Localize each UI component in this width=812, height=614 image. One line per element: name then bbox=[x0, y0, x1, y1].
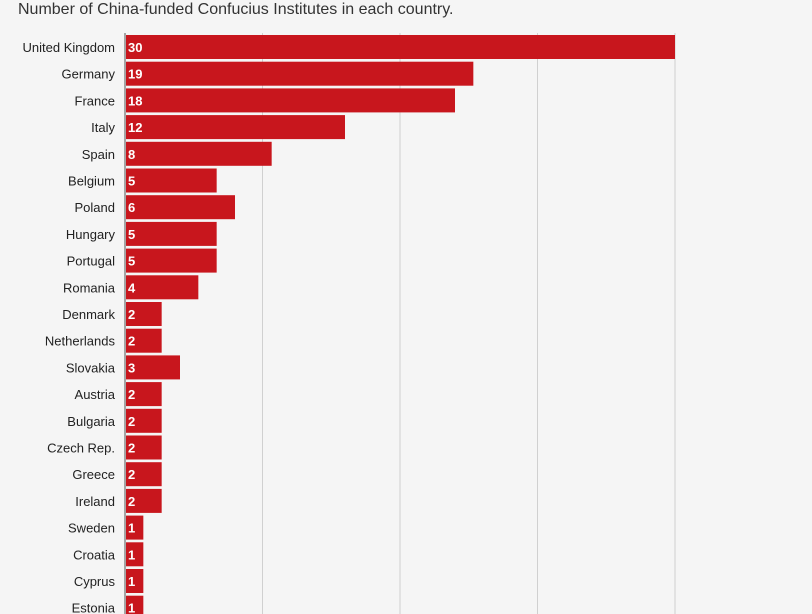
category-label: Sweden bbox=[68, 521, 115, 536]
bar bbox=[126, 275, 199, 300]
value-label: 1 bbox=[128, 574, 135, 589]
bar bbox=[126, 221, 217, 246]
category-label: Spain bbox=[82, 147, 115, 162]
category-label: Austria bbox=[75, 387, 116, 402]
bar bbox=[126, 248, 217, 273]
category-label: Estonia bbox=[72, 601, 116, 614]
bar bbox=[126, 595, 144, 614]
value-label: 12 bbox=[128, 120, 142, 135]
bar bbox=[126, 569, 144, 593]
category-label: Poland bbox=[75, 200, 115, 215]
category-label: Slovakia bbox=[66, 360, 116, 375]
value-label: 2 bbox=[128, 334, 135, 349]
category-label: Cyprus bbox=[74, 574, 116, 589]
value-label: 6 bbox=[128, 200, 135, 215]
value-label: 2 bbox=[128, 467, 135, 482]
bar bbox=[126, 168, 217, 193]
category-label: Netherlands bbox=[45, 334, 116, 349]
bar bbox=[126, 355, 180, 380]
bar bbox=[126, 88, 455, 113]
value-label: 4 bbox=[128, 280, 136, 295]
category-label: Czech Rep. bbox=[47, 441, 115, 456]
category-label: Romania bbox=[63, 280, 116, 295]
value-label: 1 bbox=[128, 601, 135, 614]
category-label: Hungary bbox=[66, 227, 116, 242]
bars bbox=[126, 35, 675, 614]
category-label: Denmark bbox=[62, 307, 115, 322]
bar bbox=[126, 141, 272, 166]
value-label: 18 bbox=[128, 93, 142, 108]
category-label: France bbox=[75, 93, 115, 108]
category-label: Bulgaria bbox=[67, 414, 115, 429]
value-label: 2 bbox=[128, 494, 135, 509]
value-label: 30 bbox=[128, 40, 142, 55]
bar bbox=[126, 382, 162, 407]
value-label: 2 bbox=[128, 414, 135, 429]
bar bbox=[126, 35, 675, 59]
value-label: 5 bbox=[128, 227, 135, 242]
bar bbox=[126, 302, 162, 326]
value-label: 1 bbox=[128, 521, 135, 536]
value-label: 3 bbox=[128, 360, 135, 375]
value-label: 8 bbox=[128, 147, 135, 162]
category-label: Belgium bbox=[68, 174, 115, 189]
bar bbox=[126, 488, 162, 513]
value-label: 5 bbox=[128, 254, 135, 269]
value-label: 1 bbox=[128, 547, 135, 562]
category-label: Ireland bbox=[75, 494, 115, 509]
category-label: United Kingdom bbox=[23, 40, 116, 55]
bar bbox=[126, 328, 162, 353]
category-label: Italy bbox=[91, 120, 115, 135]
bar bbox=[126, 435, 162, 460]
bar bbox=[126, 61, 474, 86]
category-label: Portugal bbox=[67, 254, 116, 269]
bar bbox=[126, 115, 345, 140]
bar bbox=[126, 195, 235, 220]
bar bbox=[126, 515, 144, 540]
category-label: Croatia bbox=[73, 547, 116, 562]
value-label: 2 bbox=[128, 387, 135, 402]
value-label: 2 bbox=[128, 307, 135, 322]
value-label: 2 bbox=[128, 441, 135, 456]
value-label: 5 bbox=[128, 174, 135, 189]
value-label: 19 bbox=[128, 67, 142, 82]
bar bbox=[126, 462, 162, 487]
gridlines bbox=[124, 33, 676, 614]
chart-title: Number of China-funded Confucius Institu… bbox=[18, 1, 454, 18]
category-label: Greece bbox=[72, 467, 115, 482]
category-label: Germany bbox=[62, 67, 116, 82]
bar bbox=[126, 408, 162, 433]
bar bbox=[126, 542, 144, 567]
